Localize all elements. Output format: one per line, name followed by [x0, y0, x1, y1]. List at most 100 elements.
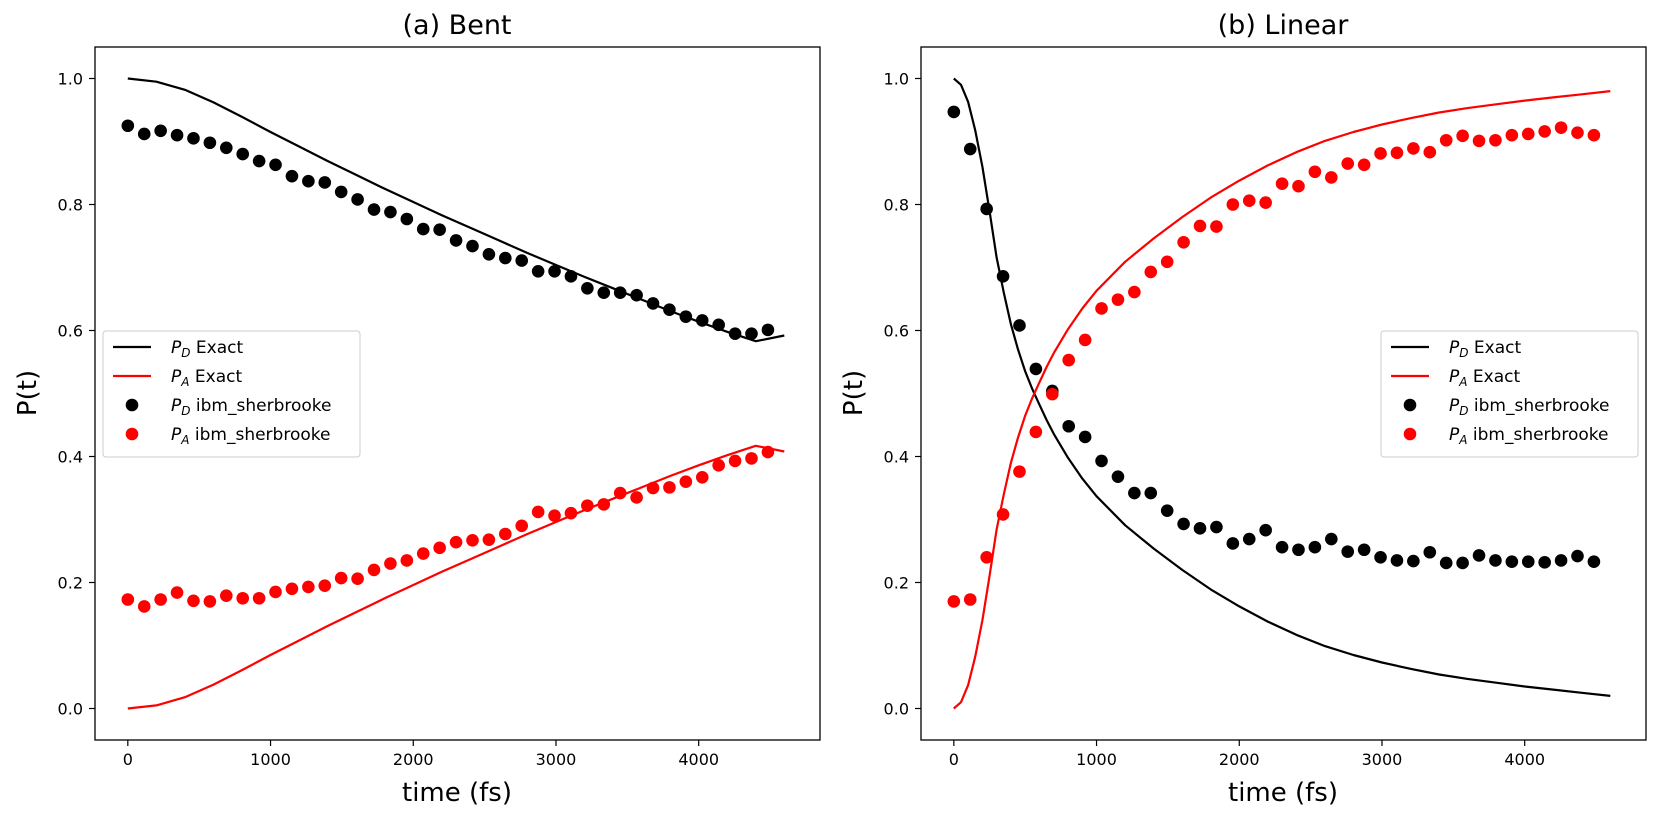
point-pd-ibm-sherbrooke	[646, 297, 660, 310]
ticks: 0 1000 2000 3000 4000 0.0 0.2 0.4 0.6 0.8 1.0	[58, 70, 720, 770]
point-pa-ibm-sherbrooke	[219, 589, 233, 603]
point-pa-ibm-sherbrooke	[269, 585, 282, 599]
x-tick-label: 0	[123, 750, 133, 769]
x-axis-label: time (fs)	[1228, 778, 1338, 808]
y-tick-label: 0.4	[58, 448, 83, 467]
point-pa-ibm-sherbrooke	[1013, 465, 1026, 478]
point-pd-ibm-sherbrooke	[1407, 554, 1420, 568]
y-tick-label: 1.0	[884, 70, 909, 89]
point-pd-ibm-sherbrooke	[219, 141, 233, 155]
x-axis-label: time (fs)	[402, 778, 512, 808]
x-tick-label: 4000	[678, 750, 719, 769]
point-pa-ibm-sherbrooke	[252, 591, 266, 605]
point-pd-ibm-sherbrooke	[482, 247, 496, 261]
point-pd-ibm-sherbrooke	[1193, 522, 1207, 535]
point-pd-ibm-sherbrooke	[1111, 470, 1125, 483]
point-pa-ibm-sherbrooke	[1259, 196, 1272, 209]
point-pd-ibm-sherbrooke	[980, 202, 993, 216]
y-tick-label: 0.0	[884, 700, 909, 719]
point-pd-ibm-sherbrooke	[170, 128, 184, 142]
legend-frame	[102, 330, 361, 458]
point-pd-ibm-sherbrooke	[597, 286, 611, 300]
point-pd-ibm-sherbrooke	[630, 288, 643, 302]
y-tick-label: 0.6	[884, 322, 909, 341]
point-pd-ibm-sherbrooke	[1078, 430, 1092, 444]
point-pd-ibm-sherbrooke	[1357, 543, 1371, 557]
point-pa-ibm-sherbrooke	[236, 591, 250, 605]
point-pa-ibm-sherbrooke	[482, 533, 496, 546]
point-pd-ibm-sherbrooke	[1587, 555, 1601, 569]
point-pd-ibm-sherbrooke	[1144, 486, 1158, 500]
y-axis-label: P(t)	[839, 370, 869, 416]
point-pd-ibm-sherbrooke	[728, 327, 742, 340]
point-pd-ibm-sherbrooke	[1489, 554, 1502, 567]
panel-linear: (b) Linear 0 1000 2000 3000 4000 0.0 0.2 0.4 0.6…	[839, 10, 1647, 808]
point-pd-ibm-sherbrooke	[745, 327, 758, 340]
point-pd-ibm-sherbrooke	[947, 105, 961, 119]
point-pa-ibm-sherbrooke	[761, 445, 775, 459]
legend-entry-label: PD ibm_sherbrooke	[1449, 396, 1609, 418]
point-pa-ibm-sherbrooke	[531, 505, 545, 519]
point-pa-ibm-sherbrooke	[187, 594, 200, 608]
point-pa-ibm-sherbrooke	[121, 593, 135, 606]
point-pa-ibm-sherbrooke	[400, 554, 414, 567]
point-pa-ibm-sherbrooke	[1029, 425, 1043, 439]
point-pa-ibm-sherbrooke	[996, 508, 1010, 521]
legend-entry-label: PA Exact	[1449, 367, 1520, 389]
point-pa-ibm-sherbrooke	[1554, 121, 1568, 134]
point-pa-ibm-sherbrooke	[1128, 285, 1141, 299]
point-pa-ibm-sherbrooke	[712, 459, 725, 472]
point-pd-ibm-sherbrooke	[564, 270, 578, 283]
point-pd-ibm-sherbrooke	[1029, 362, 1043, 376]
point-pd-ibm-sherbrooke	[1325, 532, 1338, 546]
point-pa-ibm-sherbrooke	[1521, 127, 1535, 141]
point-pa-ibm-sherbrooke	[1571, 126, 1584, 139]
ticks: 0 1000 2000 3000 4000 0.0 0.2 0.4 0.6 0.8 1.0	[884, 70, 1546, 770]
point-pa-ibm-sherbrooke	[564, 506, 578, 520]
y-tick-label: 0.6	[58, 322, 83, 341]
point-pd-ibm-sherbrooke	[1259, 523, 1272, 537]
x-tick-label: 3000	[536, 750, 577, 769]
point-pa-ibm-sherbrooke	[1325, 171, 1338, 184]
point-pd-ibm-sherbrooke	[1128, 486, 1141, 500]
point-pd-ibm-sherbrooke	[137, 127, 151, 141]
panel-title: (a) Bent	[402, 10, 511, 41]
point-pa-ibm-sherbrooke	[1341, 157, 1355, 170]
point-pa-ibm-sherbrooke	[728, 454, 742, 468]
legend-entry-label: PD Exact	[171, 338, 243, 360]
point-pd-ibm-sherbrooke	[1439, 556, 1453, 570]
point-pa-ibm-sherbrooke	[515, 519, 529, 533]
point-pd-ibm-sherbrooke	[1308, 540, 1322, 554]
point-pa-ibm-sherbrooke	[679, 475, 693, 489]
point-pd-ibm-sherbrooke	[121, 119, 135, 133]
point-pd-ibm-sherbrooke	[1538, 556, 1551, 569]
point-pd-ibm-sherbrooke	[203, 136, 217, 150]
point-pa-ibm-sherbrooke	[318, 579, 332, 592]
point-pa-ibm-sherbrooke	[1390, 146, 1404, 160]
point-pd-ibm-sherbrooke	[761, 323, 775, 337]
point-pd-ibm-sherbrooke	[996, 270, 1010, 283]
point-pd-ibm-sherbrooke	[302, 174, 315, 188]
point-pa-ibm-sherbrooke	[613, 486, 627, 500]
legend-entry-label: PA ibm_sherbrooke	[1449, 425, 1608, 447]
point-pd-ibm-sherbrooke	[499, 251, 512, 265]
point-pd-ibm-sherbrooke	[548, 264, 561, 278]
point-pd-ibm-sherbrooke	[1456, 556, 1469, 570]
point-pa-ibm-sherbrooke	[1160, 255, 1174, 269]
point-pa-ibm-sherbrooke	[1275, 177, 1289, 191]
series-line-pa-exact	[953, 90, 1611, 710]
point-pa-ibm-sherbrooke	[1489, 133, 1502, 147]
point-pd-ibm-sherbrooke	[1341, 545, 1355, 558]
point-pd-ibm-sherbrooke	[400, 212, 414, 226]
point-pd-ibm-sherbrooke	[963, 142, 977, 156]
point-pd-ibm-sherbrooke	[1374, 551, 1387, 564]
y-axis-label: P(t)	[13, 370, 43, 416]
point-pa-ibm-sherbrooke	[745, 452, 758, 465]
point-pd-ibm-sherbrooke	[613, 286, 627, 300]
point-pd-ibm-sherbrooke	[712, 318, 725, 332]
point-pa-ibm-sherbrooke	[663, 481, 676, 494]
point-pa-ibm-sherbrooke	[137, 600, 151, 613]
legend-entry-label: PD Exact	[1449, 338, 1521, 360]
point-pd-ibm-sherbrooke	[466, 239, 479, 253]
